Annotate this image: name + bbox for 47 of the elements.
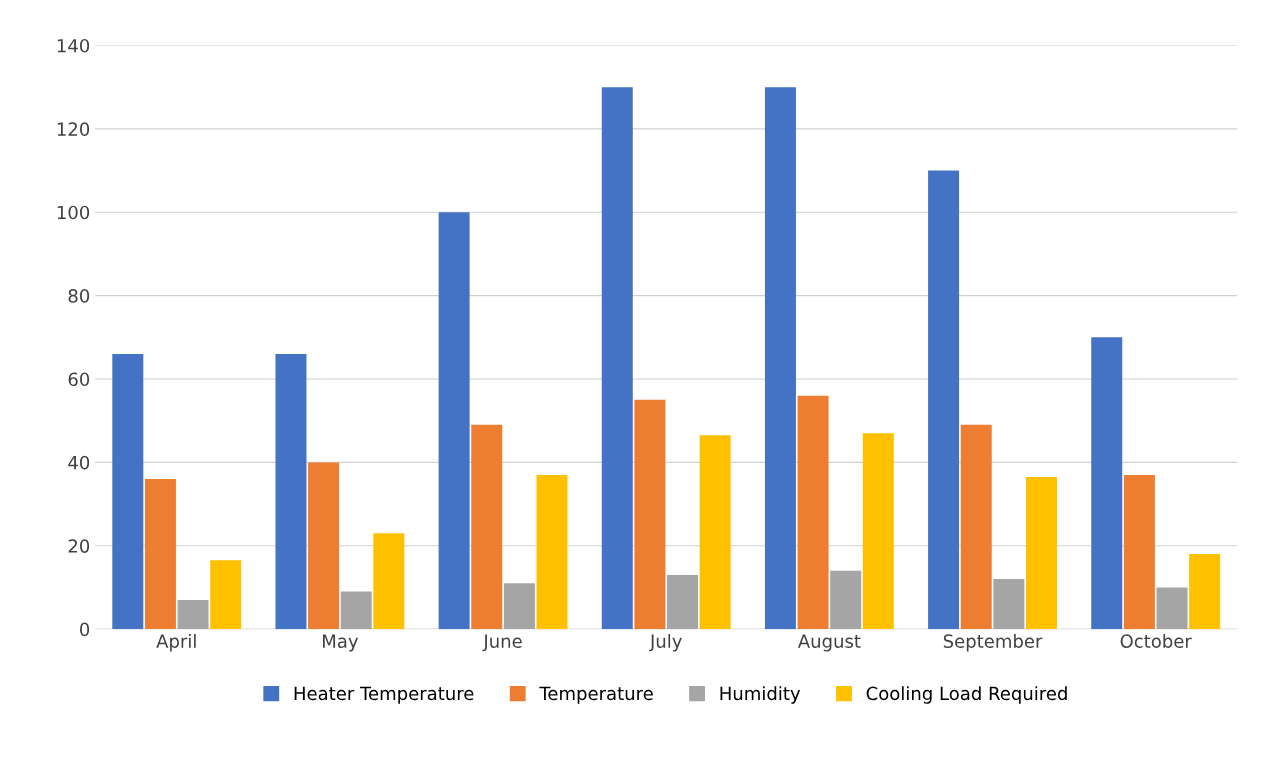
x-tick-label: August <box>797 634 861 652</box>
bar <box>177 599 209 630</box>
x-tick-label: June <box>482 634 522 652</box>
bar <box>503 583 535 630</box>
bar <box>308 462 340 630</box>
bar <box>144 479 176 630</box>
legend-label: Heater Temperature <box>294 686 474 704</box>
y-tick-label: 60 <box>68 372 90 387</box>
bar <box>764 87 796 630</box>
bar <box>340 591 372 630</box>
legend-label: Cooling Load Required <box>866 686 1067 704</box>
bar <box>210 560 242 630</box>
y-tick-label: 40 <box>68 455 90 470</box>
bar <box>862 433 894 630</box>
x-tick-label: September <box>943 634 1043 652</box>
bar <box>634 399 666 630</box>
bar <box>797 395 829 630</box>
bar <box>1025 476 1057 630</box>
bar <box>601 87 633 630</box>
bar <box>1091 337 1123 630</box>
y-tick-label: 120 <box>57 122 90 136</box>
y-tick-label: 100 <box>57 205 90 220</box>
y-tick-label: 80 <box>68 289 90 303</box>
bar <box>960 424 992 630</box>
bar <box>928 170 960 630</box>
bar <box>275 353 307 630</box>
bar <box>1123 474 1155 630</box>
legend-label: Humidity <box>720 686 801 704</box>
y-tick-label: 0 <box>80 622 90 637</box>
bar <box>471 424 503 630</box>
bar <box>699 435 731 630</box>
bar <box>373 533 405 630</box>
x-tick-label: October <box>1120 634 1192 648</box>
x-tick-label: April <box>156 634 196 652</box>
y-tick-label: 140 <box>57 38 90 53</box>
y-tick-label: 20 <box>68 539 90 553</box>
bar <box>438 212 470 630</box>
bar <box>830 570 862 630</box>
bar <box>1156 587 1188 630</box>
bar <box>993 579 1025 630</box>
bar <box>112 353 144 630</box>
x-tick-label: July <box>649 634 682 652</box>
legend-label: Temperature <box>539 686 653 704</box>
bar <box>536 474 568 630</box>
bar <box>1189 554 1221 630</box>
x-tick-label: May <box>323 634 359 652</box>
bar <box>667 574 699 630</box>
